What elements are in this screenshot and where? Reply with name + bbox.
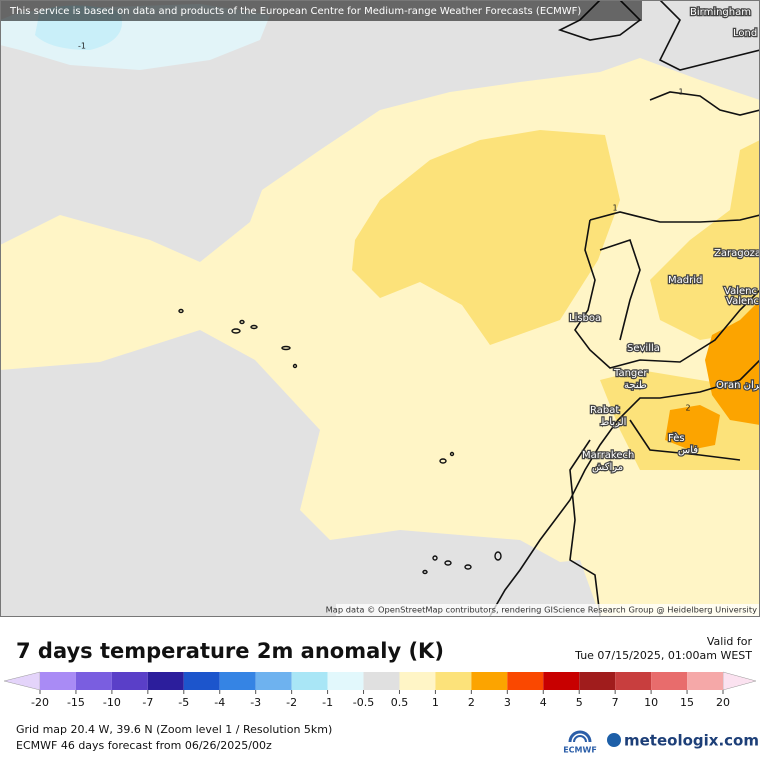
place-label: Tanger xyxy=(613,368,648,379)
place-label: Valenc xyxy=(726,296,759,307)
legend-swatch xyxy=(327,672,364,690)
place-label: Lisboa xyxy=(569,313,601,324)
valid-time: Tue 07/15/2025, 01:00am WEST xyxy=(574,649,752,662)
legend-tick-label: -20 xyxy=(31,696,49,709)
legend-tick-label: -7 xyxy=(142,696,153,709)
legend-swatch xyxy=(147,672,184,690)
place-label: Fès xyxy=(668,432,685,444)
border xyxy=(569,238,741,617)
place-sublabel: مراكش xyxy=(592,462,623,473)
legend-swatch xyxy=(255,672,292,690)
legend-tick-label: 4 xyxy=(540,696,547,709)
legend-swatch xyxy=(687,672,723,690)
legend-tick-label: 15 xyxy=(680,696,694,709)
ecmwf-logo: ECMWF xyxy=(563,730,597,755)
legend-swatch xyxy=(579,672,616,690)
legend-swatch xyxy=(111,672,148,690)
places: Birmingham Lond Zaragoza Madrid ValencValenc… xyxy=(568,6,760,475)
legend-tick-label: -0.5 xyxy=(353,696,374,709)
contour-label: 2 xyxy=(685,404,690,413)
anomaly-area xyxy=(665,300,760,450)
legend-tick-label: -4 xyxy=(214,696,225,709)
place-label: Zaragoza xyxy=(714,248,760,259)
legend-swatch xyxy=(543,672,580,690)
place-label: Sevilla xyxy=(627,343,660,354)
legend-tick-label: 7 xyxy=(612,696,619,709)
place-sublabel: طنجة xyxy=(624,380,647,391)
legend-tick-label: -15 xyxy=(67,696,85,709)
legend-tick-label: 10 xyxy=(644,696,658,709)
coastline xyxy=(489,0,760,617)
place-sublabel: الرباط xyxy=(600,417,626,428)
place-label: Valenc xyxy=(724,286,757,297)
attribution: Map data © OpenStreetMap contributors, r… xyxy=(326,605,758,615)
contour-label: -1 xyxy=(78,42,86,51)
place-sublabel: فاس xyxy=(678,445,698,456)
place-label: Madrid xyxy=(668,275,702,286)
legend-tick-label: -5 xyxy=(178,696,189,709)
legend-swatch xyxy=(75,672,112,690)
legend-tick-label: -3 xyxy=(250,696,261,709)
valid-label: Valid for xyxy=(707,635,753,648)
legend-swatch xyxy=(651,672,688,690)
legend-tick-label: 1 xyxy=(432,696,439,709)
legend-tick-label: 0.5 xyxy=(391,696,409,709)
footer-grid: Grid map 20.4 W, 39.6 N (Zoom level 1 / … xyxy=(16,723,332,736)
anomaly-area xyxy=(352,130,620,345)
place-label: Marrakech xyxy=(582,450,634,461)
meteologix-logo: meteologix.com xyxy=(607,732,759,750)
footer-forecast: ECMWF 46 days forecast from 06/26/2025/0… xyxy=(16,739,272,752)
legend-swatch xyxy=(291,672,328,690)
legend-swatch xyxy=(615,672,652,690)
contour-label: 1 xyxy=(612,204,617,213)
legend-tick-label: 2 xyxy=(468,696,475,709)
title: 7 days temperature 2m anomaly (K) xyxy=(16,639,444,663)
legend-swatch xyxy=(507,672,544,690)
place-label: Birmingham xyxy=(690,7,751,18)
legend-swatch xyxy=(183,672,220,690)
legend-swatch xyxy=(399,672,436,690)
legend-tick-label: -1 xyxy=(322,696,333,709)
legend-above xyxy=(722,671,757,691)
attribution-bg xyxy=(336,604,760,616)
place-label: Rabat xyxy=(590,405,619,416)
legend-swatch xyxy=(219,672,256,690)
map: Birmingham Lond Zaragoza Madrid ValencValenc… xyxy=(0,0,760,617)
contour-label: 1 xyxy=(678,88,683,97)
legend-below xyxy=(3,671,41,691)
legend-swatch xyxy=(471,672,508,690)
notice-bar xyxy=(0,0,642,21)
legend-swatch xyxy=(363,672,400,690)
legend-swatch xyxy=(40,672,76,690)
islands xyxy=(178,308,502,575)
ecmwf-text: ECMWF xyxy=(563,746,597,755)
legend-tick-label: 5 xyxy=(576,696,583,709)
legend-tick-label: -10 xyxy=(103,696,121,709)
place-label: Lond xyxy=(733,28,757,39)
legend-tick-label: 20 xyxy=(716,696,730,709)
legend-tick-label: 3 xyxy=(504,696,511,709)
place-label: Oran وهران xyxy=(716,380,760,391)
contour-labels: -1 1 1 2 xyxy=(78,42,691,413)
notice: This service is based on data and produc… xyxy=(9,6,581,17)
meteologix-text: meteologix.com xyxy=(624,732,759,750)
legend-tick-label: -2 xyxy=(286,696,297,709)
legend: -20 -15 -10 -7 -5 -4 -3 -2 -1 -0.5 0.5 1 2 3 4 5 7 10 15 20 xyxy=(3,671,757,709)
legend-swatch xyxy=(435,672,472,690)
